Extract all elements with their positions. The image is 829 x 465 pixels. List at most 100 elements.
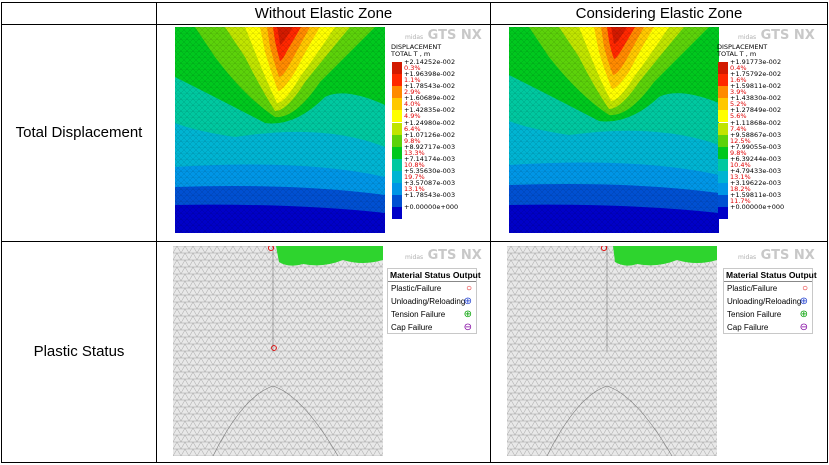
logo-text: GTS NX: [760, 248, 815, 263]
material-status-item: Tension Failure ⊕: [724, 308, 812, 321]
material-status-symbol-icon: ⊕: [463, 309, 472, 320]
legend-color-swatch: [392, 86, 402, 99]
legend-value: +1.78543e-003: [404, 191, 456, 200]
legend-color-swatch: [718, 207, 728, 220]
material-status-item: Unloading/Reloading ⊕: [388, 295, 476, 308]
legend-color-swatch: [718, 86, 728, 99]
material-status-symbol-icon: ⊕: [799, 309, 808, 320]
legend-subtitle: TOTAL T , m: [391, 50, 431, 58]
legend-percent: 4.9%: [404, 112, 421, 121]
legend-color-swatch: [718, 110, 728, 123]
legend-value: +9.58867e-003: [730, 130, 782, 139]
legend-percent: 0.3%: [404, 64, 421, 72]
legend-percent: 5.2%: [730, 100, 747, 109]
gts-nx-logo: midas GTS NX: [738, 248, 815, 263]
logo-prefix: midas: [405, 34, 424, 41]
legend-value: +3.57087e-003: [404, 179, 456, 187]
row-label-total-displacement: Total Displacement: [15, 124, 143, 141]
legend-color-swatch: [718, 74, 728, 87]
material-status-item: Plastic/Failure ○: [724, 282, 812, 295]
legend-color-swatch: [392, 74, 402, 87]
material-status-label: Cap Failure: [727, 323, 769, 332]
table-row-divider: [1, 241, 827, 242]
material-status-symbol-icon: ○: [465, 283, 472, 294]
logo-text: GTS NX: [760, 28, 815, 43]
table-border-left: [1, 2, 2, 463]
displacement-contour-without: [175, 27, 385, 233]
legend-percent: 1.6%: [730, 76, 747, 85]
legend-value: +1.59811e-002: [730, 82, 782, 91]
material-status-label: Unloading/Reloading: [727, 297, 802, 306]
tension-failure-region: [613, 246, 717, 266]
legend-percent: 10.4%: [730, 160, 751, 169]
material-status-title: Material Status Output: [724, 270, 817, 282]
legend-color-swatch: [392, 146, 402, 159]
gts-nx-logo: midas GTS NX: [405, 28, 482, 43]
legend-value: +2.14252e-002: [404, 58, 456, 66]
legend-percent: 2.9%: [404, 88, 421, 97]
legend-percent: 0.4%: [730, 64, 747, 72]
plastic-status-svg-without: [173, 246, 383, 456]
material-status-symbol-icon: ⊖: [463, 322, 472, 333]
plastic-failure-marker: [600, 246, 608, 252]
legend-color-swatch: [392, 122, 402, 135]
legend-value: +1.24980e-002: [404, 118, 456, 127]
material-status-item: Tension Failure ⊕: [388, 308, 476, 321]
legend-percent: 1.1%: [404, 76, 421, 85]
legend-value: +1.11868e-002: [730, 118, 782, 127]
legend-percent: 12.5%: [730, 136, 751, 145]
plastic-status-mesh-with: [507, 246, 717, 456]
legend-value: +8.92717e-003: [404, 142, 456, 151]
material-status-label: Unloading/Reloading: [391, 297, 466, 306]
material-status-item: Plastic/Failure ○: [388, 282, 476, 295]
material-status-item: Cap Failure ⊖: [388, 321, 476, 334]
legend-percent: 6.4%: [404, 124, 421, 133]
legend-percent: 19.7%: [404, 172, 425, 181]
legend-color-swatch: [392, 207, 402, 220]
legend-value: +1.78543e-002: [404, 82, 456, 91]
legend-percent: 13.1%: [730, 172, 751, 181]
plastic-failure-marker: [267, 246, 275, 252]
legend-value: +1.42835e-002: [404, 106, 456, 115]
plastic-status-mesh-without: [173, 246, 383, 456]
logo-text: GTS NX: [427, 28, 482, 43]
legend-color-swatch: [392, 62, 402, 75]
header-considering-elastic-zone: Considering Elastic Zone: [575, 5, 743, 22]
legend-color-swatch: [718, 122, 728, 135]
legend-value: +1.07126e-002: [404, 130, 456, 139]
legend-percent: 7.4%: [730, 124, 747, 133]
legend-value: +0.00000e+000: [730, 203, 785, 212]
material-status-label: Plastic/Failure: [727, 284, 778, 293]
displacement-contour-with: [509, 27, 719, 233]
legend-color-swatch: [718, 170, 728, 183]
material-status-symbol-icon: ⊖: [799, 322, 808, 333]
material-status-label: Tension Failure: [391, 310, 446, 319]
row-label-plastic-status: Plastic Status: [33, 343, 125, 360]
tension-failure-region: [276, 246, 383, 266]
displacement-legend-without: DISPLACEMENT TOTAL T , m +2.14252e-002 +1…: [391, 44, 481, 234]
legend-percent: 13.1%: [404, 185, 425, 193]
legend-subtitle: TOTAL T , m: [717, 50, 757, 58]
legend-value: +1.91773e-002: [730, 58, 782, 66]
legend-value: +1.59811e-003: [730, 191, 782, 200]
material-status-label: Tension Failure: [727, 310, 782, 319]
legend-value: +3.19622e-003: [730, 179, 782, 187]
logo-prefix: midas: [738, 34, 757, 41]
legend-percent: 4.0%: [404, 100, 421, 109]
plastic-status-svg-with: [507, 246, 717, 456]
material-status-output-without: Material Status Output Plastic/Failure ○ U…: [387, 268, 481, 334]
table-border-bottom: [1, 462, 827, 463]
legend-value: +7.14174e-003: [404, 154, 456, 163]
table-col-divider-2: [490, 2, 491, 463]
legend-percent: 13.3%: [404, 148, 425, 157]
material-status-item: Cap Failure ⊖: [724, 321, 812, 334]
logo-prefix: midas: [738, 254, 757, 261]
legend-color-swatch: [718, 146, 728, 159]
legend-percent: 18.2%: [730, 185, 751, 193]
gts-nx-logo: midas GTS NX: [405, 248, 482, 263]
legend-title: DISPLACEMENT: [717, 43, 768, 51]
legend-value: +4.79433e-003: [730, 166, 782, 175]
legend-value: +1.60689e-002: [404, 94, 456, 103]
legend-percent: 11.7%: [730, 197, 751, 206]
